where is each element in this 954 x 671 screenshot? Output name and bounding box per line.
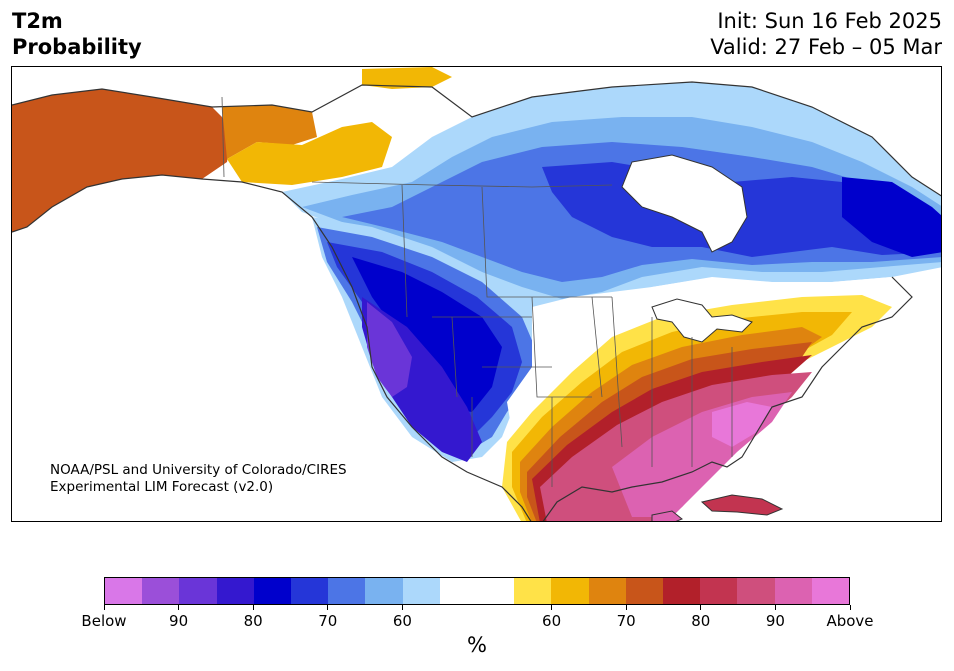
- credit-line-1: NOAA/PSL and University of Colorado/CIRE…: [50, 462, 347, 478]
- colorbar-tick-mark: [252, 605, 254, 610]
- colorbar-cell: [253, 578, 292, 604]
- colorbar-cell: [328, 578, 366, 604]
- colorbar-cell: [737, 578, 775, 604]
- colorbar-tick-label: 90: [765, 612, 785, 630]
- california-purple-region: [367, 302, 412, 397]
- colorbar-tick-label: 90: [169, 612, 189, 630]
- probability-colorbar: [104, 577, 850, 605]
- colorbar-cell: [402, 578, 440, 604]
- colorbar-cell: [514, 578, 552, 604]
- colorbar-cell: [811, 578, 850, 604]
- colorbar-unit: %: [467, 633, 487, 657]
- cuba: [700, 494, 784, 516]
- colorbar-tick-mark: [774, 605, 776, 610]
- map-credit: NOAA/PSL and University of Colorado/CIRE…: [50, 462, 347, 496]
- coastline: [12, 81, 941, 521]
- credit-line-2: Experimental LIM Forecast (v2.0): [50, 479, 274, 495]
- colorbar-cell: [663, 578, 701, 604]
- arctic-warm-region: [362, 67, 452, 89]
- colorbar-cell: [588, 578, 626, 604]
- colorbar-tick-mark: [401, 605, 403, 610]
- colorbar-tick-mark: [551, 605, 553, 610]
- colorbar-cell: [105, 578, 143, 604]
- colorbar-cell: [439, 578, 478, 604]
- colorbar-tick-label: 80: [691, 612, 711, 630]
- colorbar-tick-mark: [178, 605, 180, 610]
- central-neutral-region: [507, 277, 892, 432]
- yukon-mod-above-region: [222, 105, 317, 159]
- title-line-2: Probability: [12, 35, 142, 59]
- west-strong-below-region: [352, 257, 502, 412]
- colorbar-cell: [625, 578, 664, 604]
- colorbar-tick-label: 60: [542, 612, 562, 630]
- colorbar-tick-label: 70: [616, 612, 636, 630]
- state-borders: [221, 96, 733, 487]
- map-title: T2m Probability: [12, 8, 142, 60]
- colorbar-cell: [700, 578, 738, 604]
- colorbar-tick-mark: [700, 605, 702, 610]
- labrador-strong-below-region: [842, 177, 941, 257]
- colorbar-tick-mark: [625, 605, 627, 610]
- colorbar-tick-mark: [103, 605, 105, 610]
- valid-range: Valid: 27 Feb – 05 Mar: [710, 35, 942, 59]
- colorbar-cell: [142, 578, 180, 604]
- colorbar-tick-label: 80: [243, 612, 263, 630]
- forecast-dates: Init: Sun 16 Feb 2025 Valid: 27 Feb – 05…: [710, 8, 942, 60]
- colorbar-cell: [291, 578, 329, 604]
- probability-map: NOAA/PSL and University of Colorado/CIRE…: [11, 66, 942, 522]
- hudson-bay: [621, 154, 748, 253]
- colorbar-cell: [179, 578, 217, 604]
- map-canvas: [12, 67, 941, 521]
- colorbar-tick-label: 60: [392, 612, 412, 630]
- great-lakes: [651, 298, 753, 343]
- colorbar-cell: [216, 578, 254, 604]
- colorbar-cell: [774, 578, 812, 604]
- title-line-1: T2m: [12, 9, 63, 33]
- colorbar-cell: [477, 578, 515, 604]
- colorbar-tick-mark: [849, 605, 851, 610]
- colorbar-tick-label: 70: [318, 612, 338, 630]
- colorbar-tick-label: Above: [826, 612, 874, 630]
- colorbar-cell: [365, 578, 403, 604]
- colorbar-tick-mark: [327, 605, 329, 610]
- florida-above-region: [712, 402, 772, 447]
- yukon-light-above-region: [227, 122, 392, 185]
- colorbar-tick-label: Below: [81, 612, 127, 630]
- alaska-above-region: [12, 89, 232, 232]
- init-date: Init: Sun 16 Feb 2025: [717, 9, 942, 33]
- mexico-tip: [651, 510, 683, 521]
- colorbar-cell: [551, 578, 589, 604]
